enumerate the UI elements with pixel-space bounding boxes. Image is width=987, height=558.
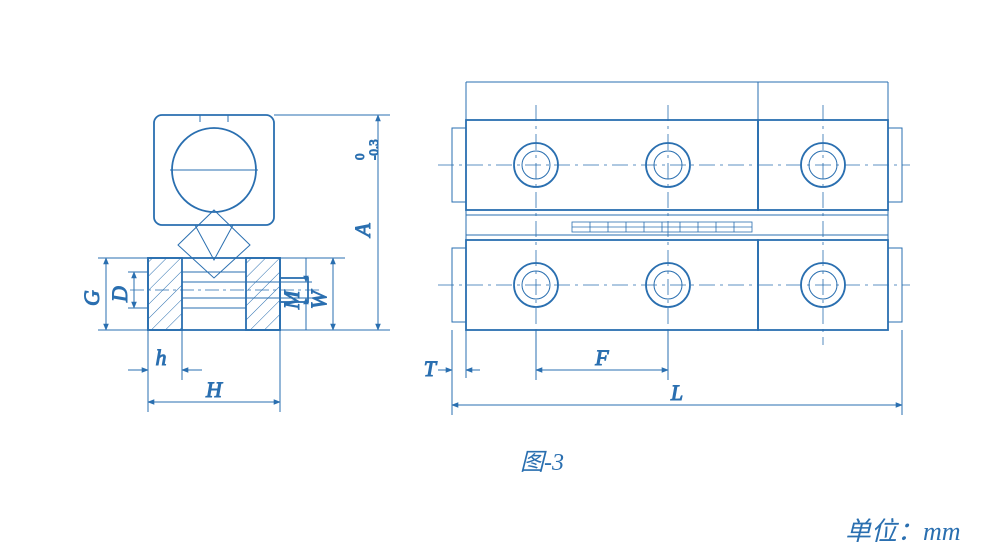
label-W: W: [306, 289, 331, 309]
label-A: A: [350, 223, 375, 239]
label-A-tol-upper: 0: [352, 154, 367, 161]
label-G: G: [79, 290, 104, 306]
label-H: H: [205, 377, 223, 402]
units-label: 单位：mm: [845, 517, 961, 546]
label-T: T: [424, 356, 438, 381]
v-diamond: [178, 210, 250, 278]
label-A-tol-lower: -0.3: [366, 139, 381, 160]
label-L: L: [670, 380, 683, 405]
left-view: A 0 -0.3 W M D: [79, 115, 390, 412]
label-M: M: [279, 289, 304, 310]
label-F: F: [594, 345, 609, 370]
figure-caption: 图-3: [520, 450, 564, 476]
engineering-drawing: A 0 -0.3 W M D: [0, 0, 987, 558]
label-D: D: [107, 286, 132, 303]
right-view: T F L: [424, 82, 910, 415]
dim-T: [438, 330, 480, 378]
label-h: h: [156, 345, 167, 370]
upper-block: [154, 115, 274, 225]
